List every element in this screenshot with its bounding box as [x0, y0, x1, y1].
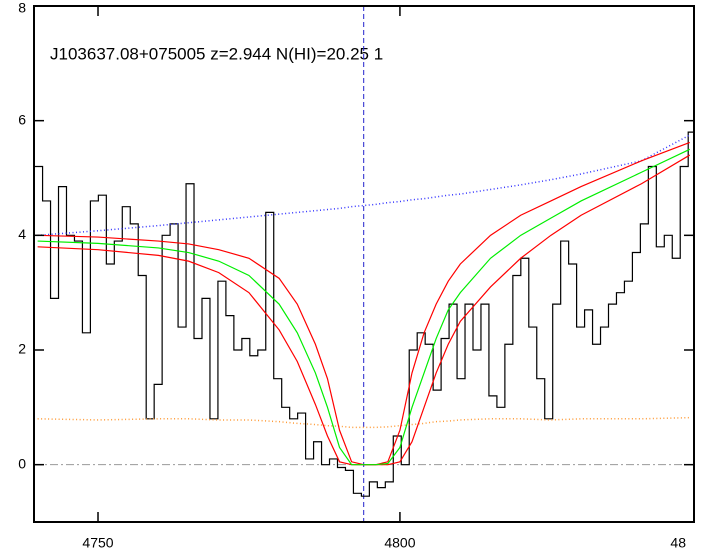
y-tick-label: 0 — [18, 455, 26, 471]
x-tick-label: 4750 — [82, 535, 113, 551]
y-tick-label: 8 — [18, 0, 26, 16]
x-tick-label: 48 — [670, 535, 686, 551]
y-tick-label: 4 — [18, 226, 26, 242]
plot-area — [34, 6, 694, 522]
y-tick-label: 6 — [18, 111, 26, 127]
plot-frame — [33, 5, 695, 523]
series-flux — [34, 131, 694, 497]
y-tick-label: 2 — [18, 341, 26, 357]
series-continuum — [37, 134, 691, 237]
annotation: J103637.08+075005 z=2.944 N(HI)=20.25 1 — [50, 44, 383, 63]
series-fit — [37, 148, 691, 466]
x-tick-label: 4800 — [384, 535, 415, 551]
